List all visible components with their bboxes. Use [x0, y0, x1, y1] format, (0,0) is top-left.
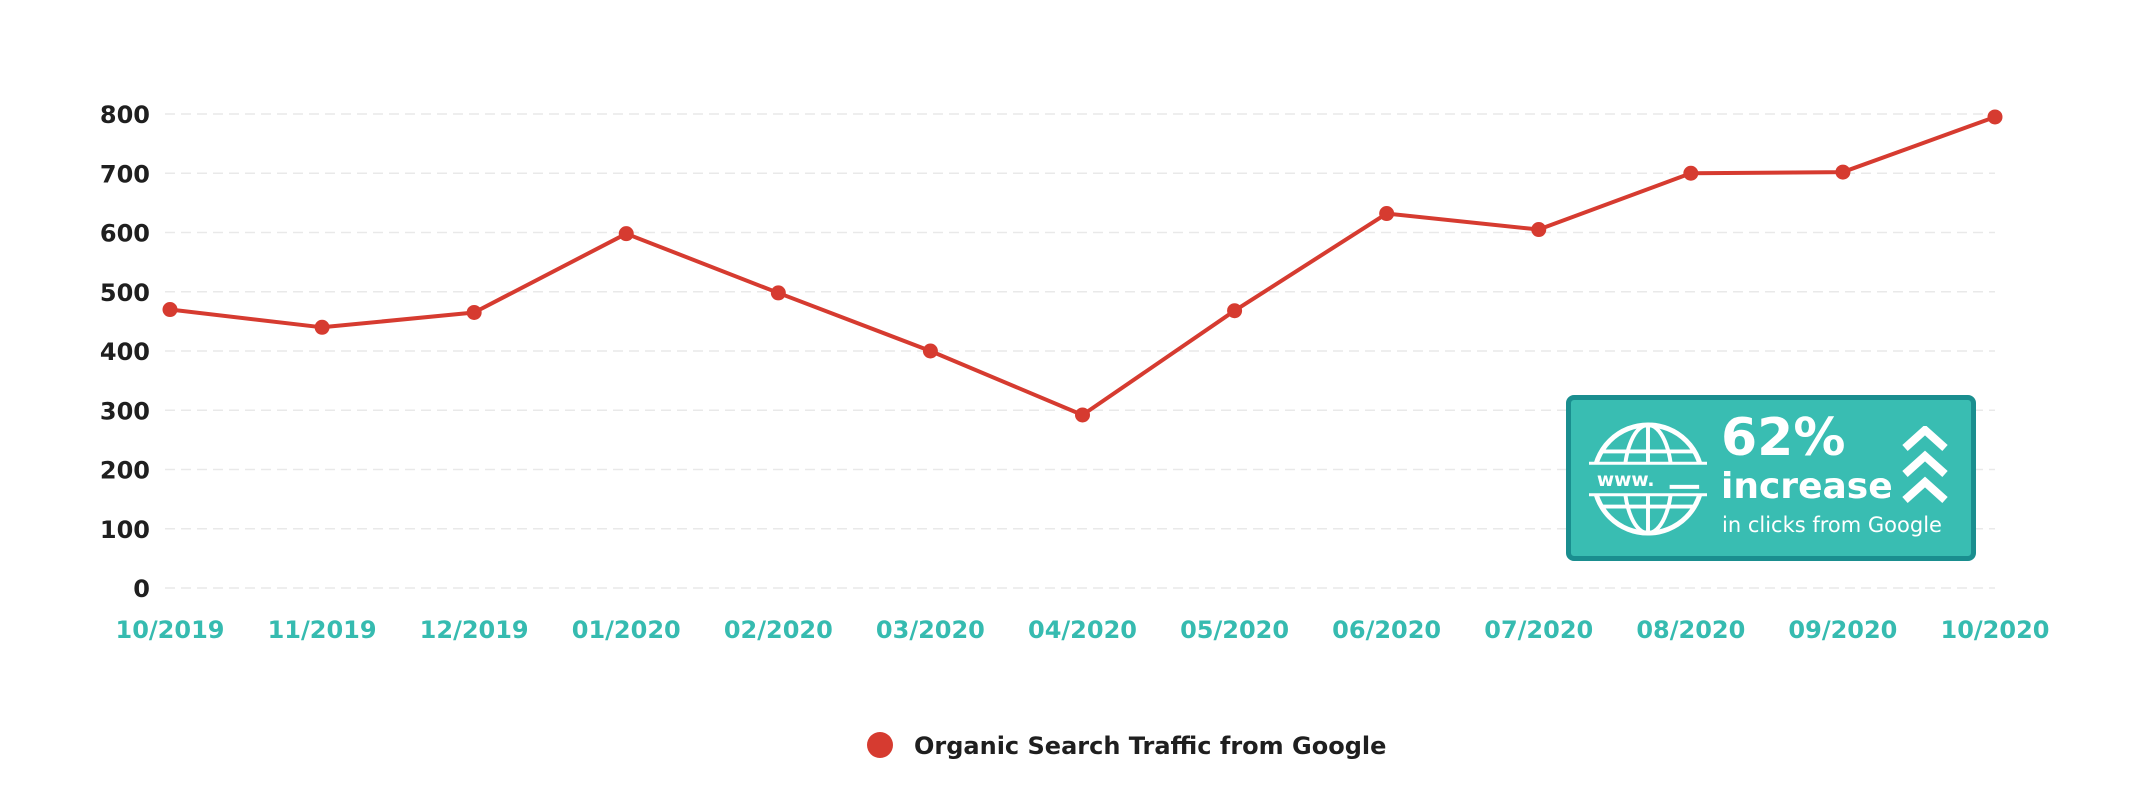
- globe-www-text: www.: [1597, 470, 1655, 491]
- data-point: [314, 319, 330, 335]
- data-point: [162, 302, 178, 318]
- data-point: [1531, 222, 1547, 238]
- data-point: [1075, 407, 1090, 423]
- triple-chevron-up-icon: [1902, 426, 1948, 503]
- y-tick-label: 200: [100, 457, 150, 485]
- data-point: [1683, 165, 1699, 181]
- x-tick-label: 07/2020: [1484, 616, 1593, 644]
- x-tick-label: 08/2020: [1636, 616, 1745, 644]
- callout-word: increase: [1721, 466, 1893, 507]
- y-tick-label: 800: [100, 101, 150, 129]
- x-tick-label: 09/2020: [1788, 616, 1897, 644]
- y-tick-label: 700: [100, 160, 150, 188]
- callout-subtext: in clicks from Google: [1722, 513, 1942, 537]
- y-tick-label: 600: [100, 220, 150, 248]
- y-tick-label: 400: [100, 338, 150, 366]
- legend: Organic Search Traffic from Google: [867, 732, 1386, 760]
- x-tick-label: 10/2020: [1941, 616, 2050, 644]
- y-tick-label: 300: [100, 397, 150, 425]
- x-tick-label: 06/2020: [1332, 616, 1441, 644]
- data-point: [1379, 206, 1395, 222]
- globe-www-icon: www.: [1589, 422, 1707, 536]
- y-tick-label: 100: [100, 516, 150, 544]
- data-point: [618, 226, 634, 242]
- y-tick-label: 0: [133, 575, 150, 603]
- data-point: [770, 285, 786, 301]
- x-tick-label: 01/2020: [572, 616, 681, 644]
- x-tick-label: 10/2019: [116, 616, 225, 644]
- series-line: [169, 115, 1996, 417]
- data-point: [922, 343, 938, 359]
- x-tick-label: 11/2019: [268, 616, 377, 644]
- x-tick-label: 03/2020: [876, 616, 985, 644]
- data-point: [1835, 164, 1851, 180]
- x-axis: 10/2019 11/2019 12/2019 01/2020 02/2020 03/20…: [116, 616, 2050, 644]
- x-tick-label: 02/2020: [724, 616, 833, 644]
- data-point: [1987, 109, 2003, 125]
- legend-marker: [867, 732, 893, 758]
- x-tick-label: 04/2020: [1028, 616, 1137, 644]
- gridlines: [165, 113, 1995, 589]
- x-tick-label: 05/2020: [1180, 616, 1289, 644]
- legend-label: Organic Search Traffic from Google: [914, 732, 1386, 760]
- data-point: [1227, 303, 1243, 319]
- data-point: [466, 304, 482, 320]
- series-group: [162, 109, 2003, 423]
- x-tick-label: 12/2019: [420, 616, 529, 644]
- callout-percent: 62%: [1721, 408, 1846, 468]
- increase-callout: www. 62% increase in clicks from Google: [1566, 395, 1976, 561]
- y-axis: 0 100 200 300 400 500 600 700 800: [100, 101, 150, 603]
- y-tick-label: 500: [100, 279, 150, 307]
